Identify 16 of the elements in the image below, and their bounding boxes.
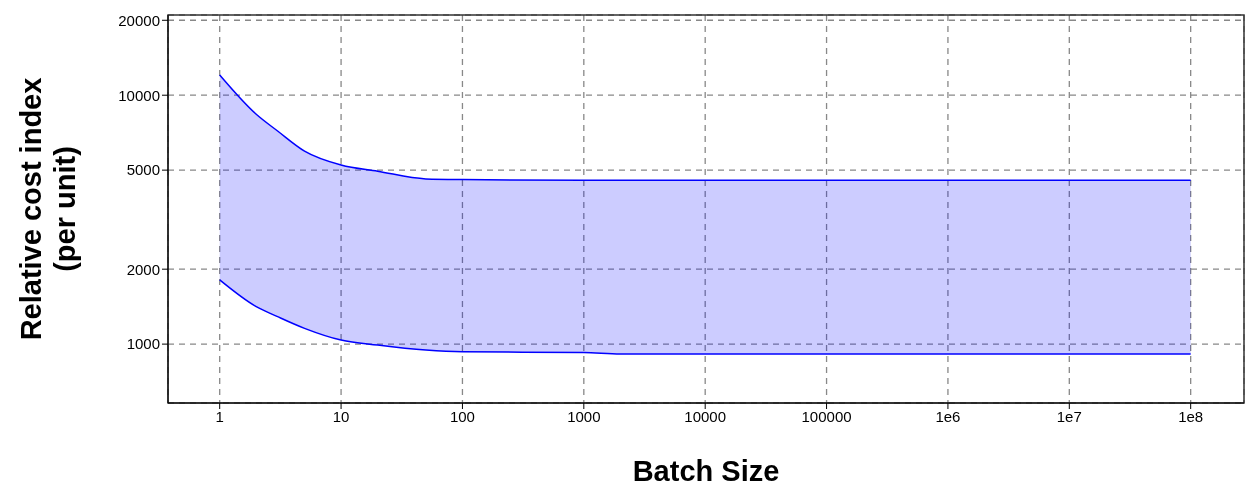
x-tick-label: 1e8 bbox=[1178, 407, 1204, 425]
y-tick-label: 10000 bbox=[118, 86, 160, 104]
x-tick-label: 1 bbox=[215, 407, 224, 425]
y-tick-label: 5000 bbox=[126, 161, 160, 179]
x-tick-label: 10000 bbox=[684, 407, 727, 425]
x-tick-label: 10 bbox=[332, 407, 350, 425]
x-axis-title: Batch Size bbox=[632, 455, 780, 483]
y-tick-label: 20000 bbox=[118, 11, 160, 29]
x-tick-label: 1e7 bbox=[1056, 407, 1082, 425]
y-axis-title: Relative cost index (per unit) bbox=[15, 77, 81, 341]
x-tick-label: 100 bbox=[449, 407, 475, 425]
x-tick-label: 100000 bbox=[801, 407, 852, 425]
y-tick-label: 1000 bbox=[126, 335, 160, 353]
x-tick-label: 1000 bbox=[567, 407, 601, 425]
x-tick-label: 1e6 bbox=[935, 407, 961, 425]
y-tick-label: 2000 bbox=[126, 260, 160, 278]
